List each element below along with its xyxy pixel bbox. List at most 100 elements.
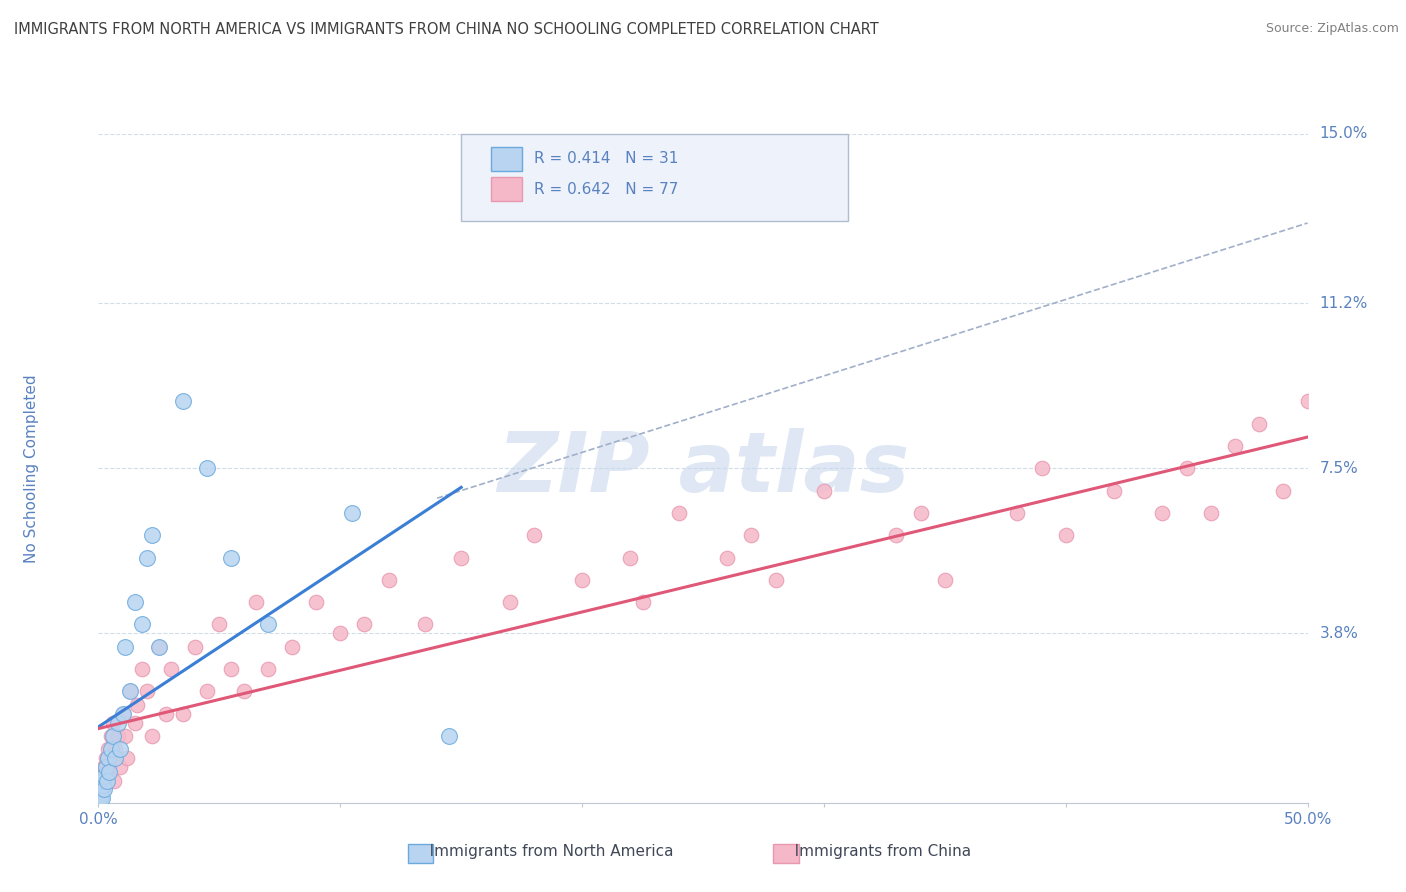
Point [155, 706, 177, 721]
Point [221, 662, 243, 676]
Point [101, 715, 124, 730]
Point [148, 640, 170, 654]
Point [1249, 417, 1271, 431]
Point [104, 742, 127, 756]
Text: 7.5%: 7.5% [1320, 461, 1358, 475]
Point [131, 662, 153, 676]
Point [195, 684, 218, 698]
Point [118, 684, 141, 698]
Point [117, 751, 139, 765]
Point [281, 640, 304, 654]
Point [886, 528, 908, 542]
Point [90, 787, 112, 801]
Point [1272, 483, 1295, 498]
Point [98, 760, 121, 774]
Point [93, 782, 115, 797]
Text: ZIP atlas: ZIP atlas [496, 428, 910, 508]
Point [131, 617, 153, 632]
Point [96, 773, 118, 788]
Point [141, 729, 163, 743]
Text: 11.2%: 11.2% [1320, 296, 1368, 310]
Point [91, 769, 114, 783]
Point [94, 764, 117, 779]
Point [111, 706, 134, 721]
Point [619, 550, 641, 565]
Text: Source: ZipAtlas.com: Source: ZipAtlas.com [1265, 22, 1399, 36]
Point [108, 760, 131, 774]
Point [437, 729, 460, 743]
FancyBboxPatch shape [492, 147, 522, 170]
Text: 3.8%: 3.8% [1320, 626, 1358, 640]
Point [127, 698, 149, 712]
Point [1344, 506, 1367, 520]
Point [245, 595, 267, 609]
Point [1031, 461, 1053, 475]
Point [1369, 461, 1392, 475]
Point [93, 760, 115, 774]
Point [329, 626, 352, 640]
Point [135, 550, 157, 565]
Point [1320, 483, 1343, 498]
Point [124, 595, 146, 609]
Point [450, 550, 472, 565]
Point [184, 640, 207, 654]
Text: R = 0.414   N = 31: R = 0.414 N = 31 [534, 151, 678, 166]
Point [305, 595, 328, 609]
Text: 15.0%: 15.0% [1320, 127, 1368, 141]
FancyBboxPatch shape [461, 134, 848, 221]
Point [1199, 506, 1222, 520]
Text: Immigrants from North America: Immigrants from North America [415, 845, 673, 859]
Point [91, 778, 114, 792]
Point [813, 483, 835, 498]
Point [256, 617, 278, 632]
Point [141, 528, 163, 542]
Point [124, 715, 146, 730]
Point [232, 684, 254, 698]
Point [90, 782, 112, 797]
Point [89, 787, 111, 801]
Point [221, 550, 243, 565]
Point [1152, 506, 1174, 520]
Point [353, 617, 375, 632]
Text: R = 0.642   N = 77: R = 0.642 N = 77 [534, 182, 678, 197]
Point [571, 573, 593, 587]
Point [114, 640, 136, 654]
Point [89, 782, 111, 797]
Point [98, 764, 121, 779]
Point [208, 617, 231, 632]
Point [195, 461, 218, 475]
Point [1296, 394, 1319, 409]
Point [100, 751, 122, 765]
Point [108, 742, 131, 756]
Point [94, 760, 117, 774]
Point [114, 729, 136, 743]
Point [148, 640, 170, 654]
Point [1007, 506, 1029, 520]
Point [135, 684, 157, 698]
Point [97, 751, 120, 765]
Text: No Schooling Completed: No Schooling Completed [24, 374, 39, 563]
Point [107, 715, 129, 730]
Point [934, 573, 956, 587]
Point [94, 751, 117, 765]
Point [910, 506, 932, 520]
Point [104, 751, 127, 765]
Point [256, 662, 278, 676]
Point [96, 769, 118, 783]
Point [91, 782, 114, 797]
Point [90, 773, 112, 788]
Point [172, 394, 194, 409]
Point [740, 528, 762, 542]
Point [377, 573, 399, 587]
Point [716, 550, 738, 565]
Text: IMMIGRANTS FROM NORTH AMERICA VS IMMIGRANTS FROM CHINA NO SCHOOLING COMPLETED CO: IMMIGRANTS FROM NORTH AMERICA VS IMMIGRA… [14, 22, 879, 37]
Point [91, 791, 114, 805]
Text: Immigrants from China: Immigrants from China [780, 845, 972, 859]
Point [1054, 528, 1077, 542]
Point [631, 595, 654, 609]
Point [89, 791, 111, 805]
Point [111, 706, 134, 721]
Point [103, 773, 125, 788]
Point [101, 729, 124, 743]
Point [342, 506, 364, 520]
